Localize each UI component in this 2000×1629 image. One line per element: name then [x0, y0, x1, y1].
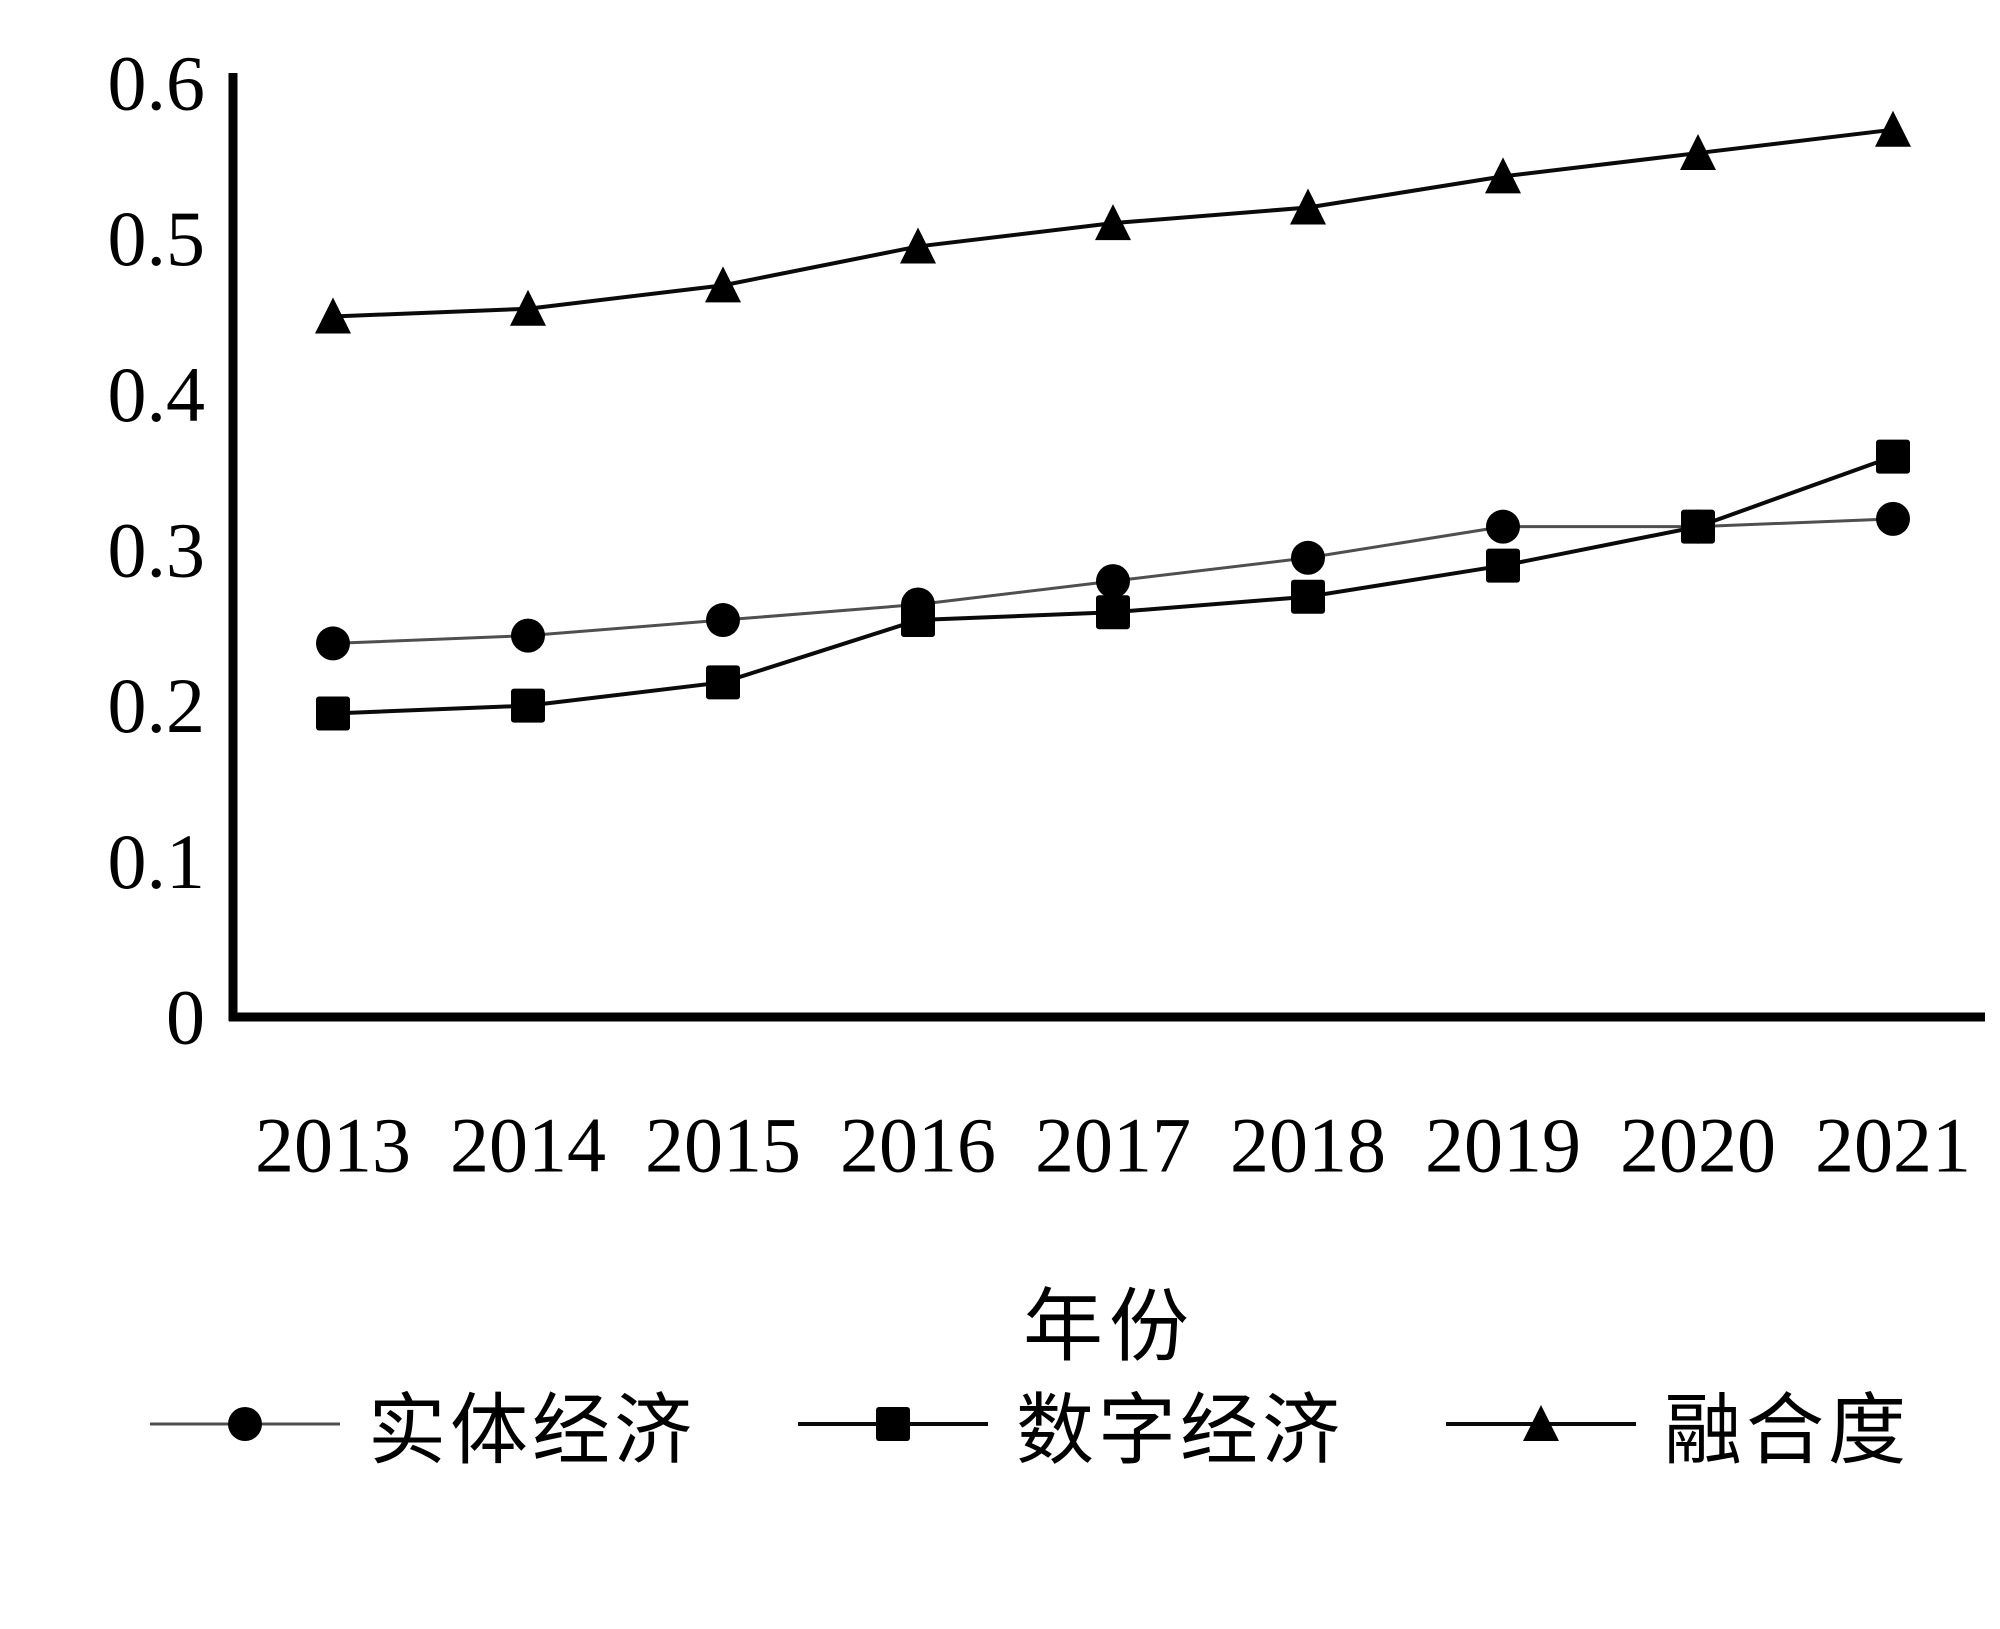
y-tick-label: 0.3: [108, 507, 206, 594]
legend-item-2: 融合度: [1445, 1368, 1910, 1480]
legend-item-0: 实体经济: [150, 1368, 696, 1480]
x-tick-label: 2014: [450, 1102, 606, 1189]
square-marker-icon: [875, 1407, 910, 1441]
x-tick-label: 2017: [1035, 1102, 1191, 1189]
x-tick-label: 2016: [840, 1102, 996, 1189]
x-tick-label: 2021: [1815, 1102, 1971, 1189]
y-tick-label: 0: [166, 974, 205, 1061]
square-marker: [1681, 509, 1715, 544]
square-marker: [706, 665, 740, 700]
circle-marker: [511, 618, 545, 653]
circle-marker: [1486, 509, 1520, 544]
circle-marker: [1291, 540, 1325, 575]
circle-marker: [706, 603, 740, 638]
legend-swatch: [1445, 1405, 1636, 1441]
circle-marker: [1876, 501, 1910, 536]
triangle-marker: [900, 227, 936, 264]
circle-marker: [1096, 564, 1130, 599]
circle-marker: [316, 626, 350, 661]
square-marker: [511, 688, 545, 723]
x-tick-label: 2020: [1620, 1102, 1776, 1189]
y-tick-label: 0.2: [108, 662, 206, 749]
triangle-marker: [1680, 134, 1716, 171]
triangle-marker: [315, 297, 351, 334]
legend-swatch: [797, 1407, 988, 1441]
square-marker: [1486, 548, 1520, 583]
square-marker: [1291, 579, 1325, 614]
square-marker: [1876, 439, 1910, 474]
legend-swatch: [150, 1407, 340, 1441]
y-tick-label: 0.4: [108, 351, 206, 438]
triangle-marker: [705, 266, 741, 303]
triangle-marker: [1485, 157, 1521, 194]
x-axis-title: 年份: [1023, 1284, 1195, 1372]
legend-item-1: 数字经济: [797, 1368, 1344, 1480]
triangle-marker-icon: [1522, 1405, 1559, 1441]
legend-label: 融合度: [1663, 1387, 1910, 1474]
y-tick-label: 0.1: [108, 818, 206, 905]
square-marker: [316, 696, 350, 731]
triangle-marker: [510, 289, 546, 326]
y-tick-label: 0.5: [108, 195, 206, 282]
legend-label: 实体经济: [368, 1387, 697, 1474]
legend: 实体经济 数字经济 融合度: [150, 1368, 1910, 1480]
square-marker: [901, 603, 935, 638]
y-tick-label: 0.6: [108, 40, 206, 127]
triangle-marker: [1095, 204, 1131, 241]
x-tick-label: 2019: [1425, 1102, 1581, 1189]
triangle-marker: [1290, 188, 1326, 225]
legend-label: 数字经济: [1015, 1387, 1344, 1474]
triangle-marker: [1875, 110, 1911, 147]
square-marker: [1096, 595, 1130, 630]
x-tick-label: 2013: [255, 1102, 411, 1189]
x-tick-label: 2015: [645, 1102, 801, 1189]
circle-marker-icon: [228, 1407, 262, 1441]
x-tick-label: 2018: [1230, 1102, 1386, 1189]
